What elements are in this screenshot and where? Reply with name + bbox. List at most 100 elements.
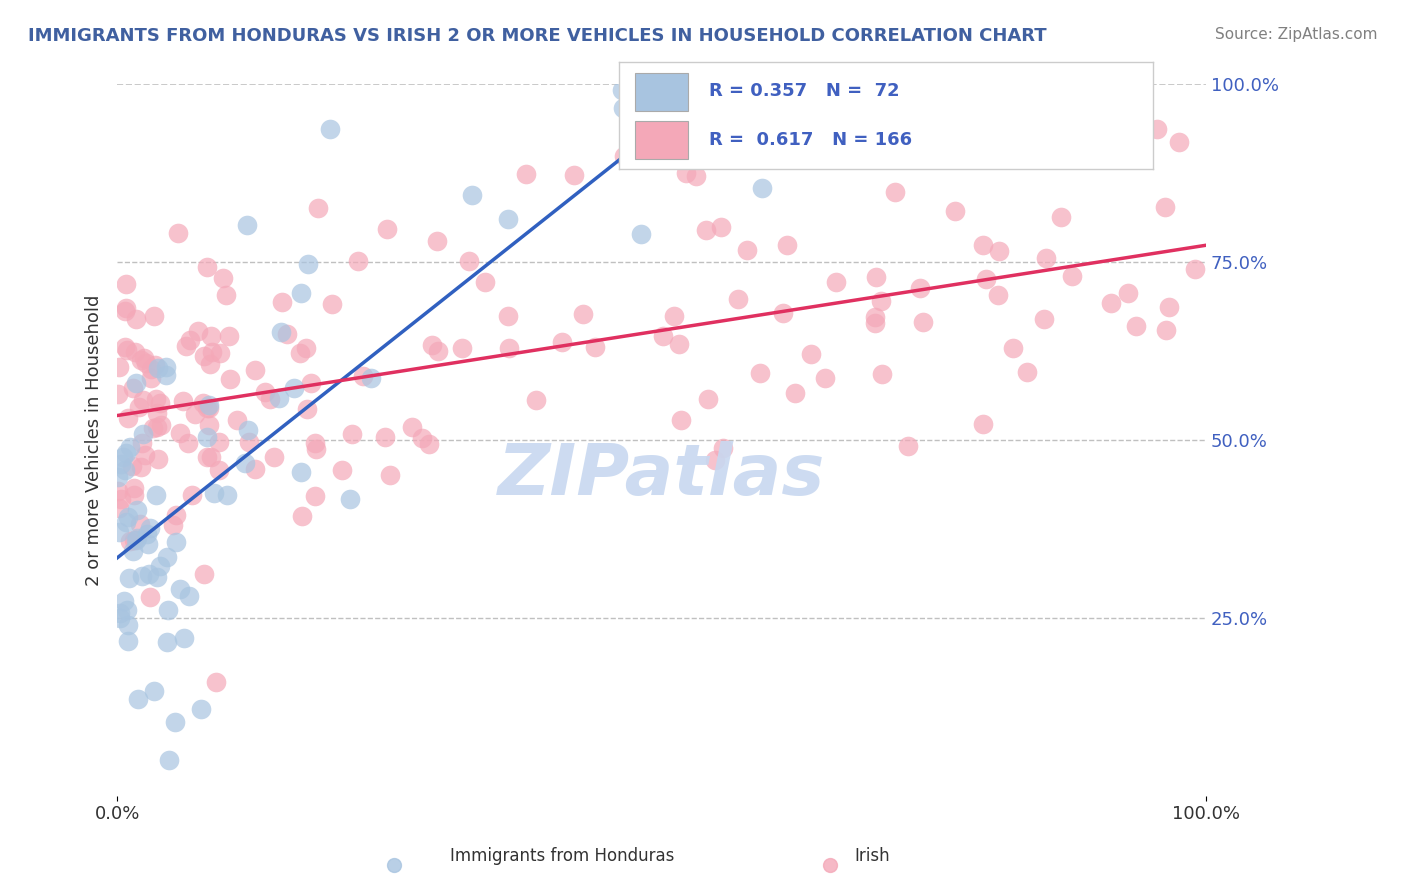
Point bbox=[184, 407, 207, 421]
Point bbox=[751, 181, 773, 195]
Text: IMMIGRANTS FROM HONDURAS VS IRISH 2 OR MORE VEHICLES IN HOUSEHOLD CORRELATION CH: IMMIGRANTS FROM HONDURAS VS IRISH 2 OR M… bbox=[28, 27, 1046, 45]
Point bbox=[115, 515, 138, 529]
Point bbox=[134, 448, 156, 462]
Point bbox=[117, 634, 139, 648]
Point bbox=[865, 269, 887, 284]
Point bbox=[149, 559, 172, 574]
Point bbox=[870, 367, 893, 381]
Point bbox=[785, 386, 807, 401]
Point bbox=[146, 406, 169, 420]
Point bbox=[727, 292, 749, 306]
Point bbox=[127, 692, 149, 706]
Point bbox=[111, 450, 134, 464]
Point bbox=[562, 168, 585, 182]
Text: R = 0.357   N =  72: R = 0.357 N = 72 bbox=[710, 82, 900, 100]
Point bbox=[177, 435, 200, 450]
Point bbox=[896, 439, 918, 453]
Point bbox=[156, 550, 179, 565]
Point bbox=[690, 78, 713, 92]
Point bbox=[195, 430, 218, 444]
Point bbox=[740, 78, 762, 92]
Point bbox=[204, 675, 226, 690]
Point bbox=[191, 396, 214, 410]
Point bbox=[122, 487, 145, 501]
Point bbox=[662, 309, 685, 323]
Point bbox=[155, 360, 177, 375]
Point bbox=[143, 683, 166, 698]
Point bbox=[117, 510, 139, 524]
Point bbox=[131, 569, 153, 583]
FancyBboxPatch shape bbox=[634, 121, 688, 159]
Point bbox=[775, 237, 797, 252]
Point bbox=[208, 345, 231, 359]
Point bbox=[122, 482, 145, 496]
Point bbox=[515, 167, 537, 181]
Point bbox=[114, 301, 136, 315]
Point bbox=[138, 567, 160, 582]
Point bbox=[863, 316, 886, 330]
Point bbox=[305, 442, 328, 457]
Point bbox=[117, 617, 139, 632]
Point bbox=[114, 463, 136, 477]
Point bbox=[1116, 286, 1139, 301]
Point bbox=[496, 211, 519, 226]
Point bbox=[135, 527, 157, 541]
Point bbox=[157, 753, 180, 767]
Point bbox=[121, 458, 143, 473]
Point bbox=[200, 328, 222, 343]
Point bbox=[238, 435, 260, 450]
Point bbox=[290, 286, 312, 301]
Point bbox=[283, 381, 305, 395]
Point bbox=[245, 363, 267, 377]
Point bbox=[167, 226, 190, 240]
Point bbox=[710, 220, 733, 235]
Point bbox=[233, 456, 256, 470]
Point bbox=[1001, 341, 1024, 355]
Point bbox=[943, 204, 966, 219]
Point bbox=[339, 492, 361, 507]
Point bbox=[451, 341, 474, 355]
Point bbox=[107, 484, 129, 499]
Point bbox=[307, 201, 329, 215]
Point bbox=[120, 440, 142, 454]
Point bbox=[139, 370, 162, 384]
Point bbox=[1154, 323, 1177, 337]
Point bbox=[198, 398, 221, 412]
Point bbox=[1017, 365, 1039, 379]
Y-axis label: 2 or more Vehicles in Household: 2 or more Vehicles in Household bbox=[86, 294, 103, 586]
Point bbox=[142, 421, 165, 435]
Point bbox=[696, 392, 718, 406]
Point bbox=[208, 463, 231, 477]
Point bbox=[420, 337, 443, 351]
Point bbox=[236, 218, 259, 232]
Point bbox=[225, 412, 247, 426]
Point bbox=[318, 121, 340, 136]
Point bbox=[193, 566, 215, 581]
Point bbox=[202, 486, 225, 500]
Point bbox=[122, 533, 145, 548]
Point bbox=[131, 436, 153, 450]
Point bbox=[115, 446, 138, 460]
Point bbox=[426, 343, 449, 358]
Point bbox=[107, 500, 129, 515]
Point bbox=[155, 368, 177, 383]
Point bbox=[107, 470, 129, 484]
Point bbox=[382, 858, 405, 872]
Point bbox=[141, 361, 163, 376]
Point bbox=[988, 244, 1011, 259]
Point bbox=[1050, 210, 1073, 224]
Point bbox=[163, 715, 186, 730]
Point bbox=[276, 326, 298, 341]
Point bbox=[460, 188, 482, 202]
Point bbox=[218, 329, 240, 343]
Point bbox=[1035, 251, 1057, 265]
FancyBboxPatch shape bbox=[634, 73, 688, 111]
Point bbox=[125, 533, 148, 548]
Point bbox=[120, 534, 142, 549]
Point bbox=[671, 413, 693, 427]
Point bbox=[630, 227, 652, 241]
Point bbox=[1099, 295, 1122, 310]
Point bbox=[173, 631, 195, 645]
Point bbox=[146, 452, 169, 467]
Point bbox=[610, 83, 633, 97]
